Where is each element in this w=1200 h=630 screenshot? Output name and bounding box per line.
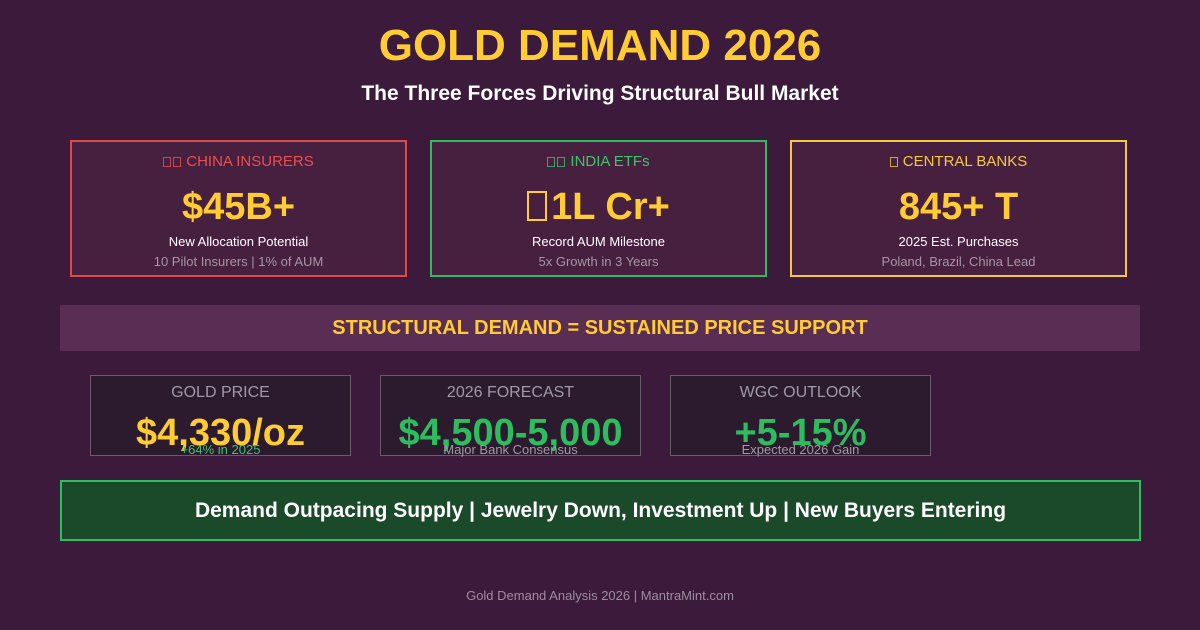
stat-label: 2026 FORECAST xyxy=(446,384,575,401)
stat-wgc-outlook: WGC OUTLOOK +5-15% Expected 2026 Gain xyxy=(670,375,931,457)
card-description: Record AUM Milestone xyxy=(532,234,665,249)
card-value: $45B+ xyxy=(181,186,296,228)
card-description: 2025 Est. Purchases xyxy=(898,234,1019,249)
page-subtitle: The Three Forces Driving Structural Bull… xyxy=(361,82,839,105)
card-label-text: CENTRAL BANKS xyxy=(902,153,1028,170)
card-value-text: 1L Cr+ xyxy=(551,186,670,228)
stat-note: +64% in 2025 xyxy=(180,442,261,457)
stat-value: $4,500-5,000 xyxy=(398,412,623,454)
card-note: Poland, Brazil, China Lead xyxy=(881,254,1036,269)
stat-note: Major Bank Consensus xyxy=(443,442,578,457)
card-note: 10 Pilot Insurers | 1% of AUM xyxy=(153,254,324,269)
card-central-banks: CENTRAL BANKS 845+ T 2025 Est. Purchases… xyxy=(790,140,1127,277)
demand-banner: STRUCTURAL DEMAND = SUSTAINED PRICE SUPP… xyxy=(60,305,1140,351)
footer-credit: Gold Demand Analysis 2026 | MantraMint.c… xyxy=(466,588,734,603)
page-title: GOLD DEMAND 2026 xyxy=(378,21,822,70)
stat-value: $4,330/oz xyxy=(136,412,305,454)
card-value: 1L Cr+ xyxy=(432,184,765,230)
stat-label: GOLD PRICE xyxy=(171,384,270,401)
card-label-text: CHINA INSURERS xyxy=(186,153,314,170)
stat-value: +5-15% xyxy=(734,412,867,454)
card-label-text: INDIA ETFs xyxy=(570,153,650,170)
rupee-icon xyxy=(527,191,548,221)
card-china-insurers: CHINA INSURERS $45B+ New Allocation Pote… xyxy=(70,140,407,277)
card-label: CHINA INSURERS xyxy=(72,152,405,172)
stat-2026-forecast: 2026 FORECAST $4,500-5,000 Major Bank Co… xyxy=(380,375,641,457)
card-label: CENTRAL BANKS xyxy=(792,152,1125,172)
card-value: 845+ T xyxy=(898,186,1019,228)
bank-icon xyxy=(889,153,900,170)
stat-label: WGC OUTLOOK xyxy=(739,384,862,401)
card-label: INDIA ETFs xyxy=(432,152,765,172)
card-note: 5x Growth in 3 Years xyxy=(538,254,659,269)
stat-gold-price: GOLD PRICE $4,330/oz +64% in 2025 xyxy=(90,375,351,457)
card-india-etfs: INDIA ETFs 1L Cr+ Record AUM Milestone 5… xyxy=(430,140,767,277)
china-flag-icon xyxy=(163,153,183,170)
india-flag-icon xyxy=(547,153,567,170)
stat-note: Expected 2026 Gain xyxy=(741,442,860,457)
card-description: New Allocation Potential xyxy=(168,234,309,249)
summary-bar: Demand Outpacing Supply | Jewelry Down, … xyxy=(60,480,1141,541)
